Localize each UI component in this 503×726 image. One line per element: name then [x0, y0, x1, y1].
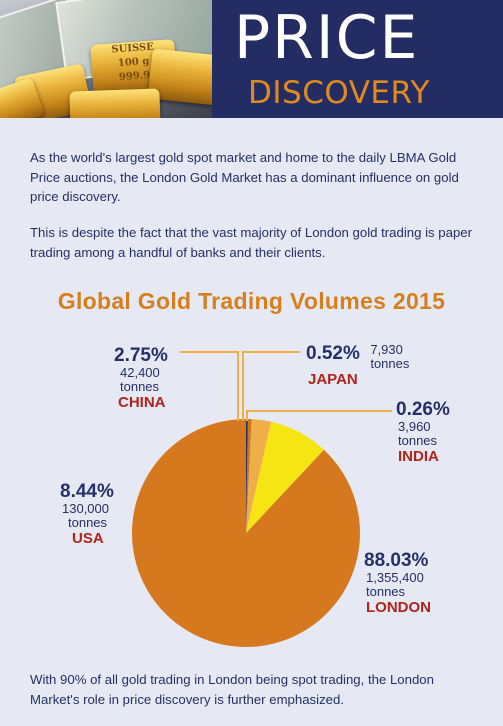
pie-slice-usa [246, 421, 324, 533]
leader-line-china [180, 351, 239, 421]
leader-line-japan [242, 351, 300, 421]
slice-amount: 130,000 [62, 501, 109, 516]
intro-paragraph-2: This is despite the fact that the vast m… [30, 225, 473, 260]
chart-label-india: 0.26% 3,960 tonnes INDIA [396, 399, 450, 466]
slice-country: USA [72, 530, 104, 547]
slice-percent: 88.03% [364, 550, 429, 571]
page-title: PRICE [234, 3, 420, 73]
chart-label-usa: 8.44% 130,000 tonnes USA [60, 481, 114, 548]
page-subtitle: DISCOVERY [248, 75, 430, 111]
slice-country: LONDON [366, 599, 431, 616]
slice-percent: 0.52% [306, 343, 360, 364]
slice-country: CHINA [118, 394, 166, 411]
slice-percent: 0.26% [396, 399, 450, 420]
slice-amount: 3,960 [398, 419, 431, 434]
slice-country: INDIA [398, 448, 439, 465]
chart-title: Global Gold Trading Volumes 2015 [57, 288, 446, 314]
leader-line-india [246, 410, 392, 421]
pie-slice-london [132, 419, 361, 647]
title-panel: PRICE DISCOVERY [212, 0, 503, 118]
slice-unit: tonnes [68, 515, 108, 530]
footer-paragraph: With 90% of all gold trading in London b… [30, 672, 434, 707]
chart-label-japan: 0.52% 7,930 tonnes JAPAN [306, 343, 409, 389]
intro-paragraph-1: As the world's largest gold spot market … [30, 150, 459, 204]
slice-unit: tonnes [366, 584, 406, 599]
slice-country: JAPAN [308, 371, 358, 388]
slice-percent: 2.75% [114, 345, 168, 366]
slice-amount: 42,400 [120, 365, 160, 380]
slice-unit: tonnes [398, 433, 438, 448]
slice-unit: tonnes [370, 356, 410, 371]
slice-amount: 1,355,400 [366, 570, 424, 585]
pie-slice-japan [246, 419, 252, 533]
slice-amount: 7,930 [370, 342, 403, 357]
chart-label-china: 2.75% 42,400 tonnes CHINA [114, 345, 168, 412]
pie-slice-china [246, 419, 272, 533]
slice-unit: tonnes [120, 379, 160, 394]
chart-label-london: 88.03% 1,355,400 tonnes LONDON [364, 550, 431, 617]
pie-slice-india [246, 419, 248, 533]
gold-bars-money-photo: SUISSE 100 g 999.9 [0, 0, 212, 118]
slice-percent: 8.44% [60, 481, 114, 502]
header-banner: SUISSE 100 g 999.9 PRICE DISCOVERY [0, 0, 503, 118]
